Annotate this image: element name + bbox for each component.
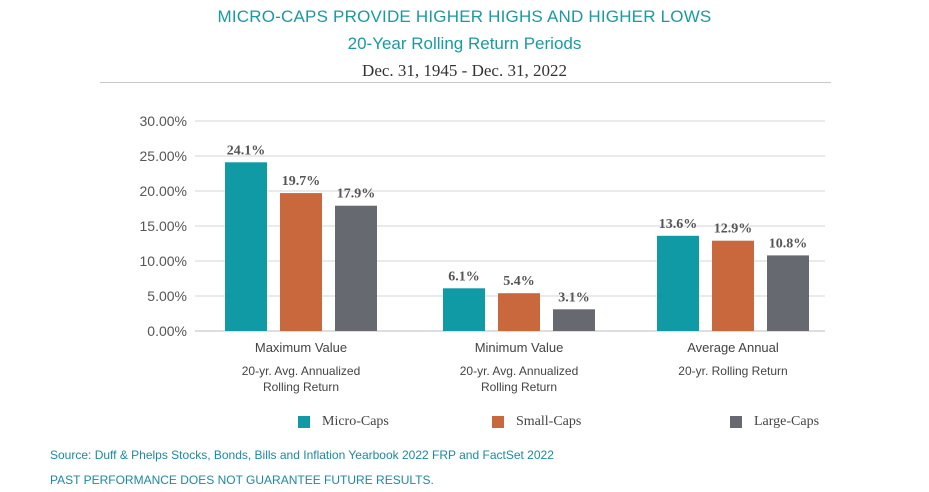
x-category-sublabel: Rolling Return xyxy=(263,380,339,394)
bar xyxy=(553,309,595,331)
bar xyxy=(280,193,322,331)
bar xyxy=(498,293,540,331)
x-category-label: Maximum Value xyxy=(255,340,347,355)
x-category-sublabel: 20-yr. Avg. Annualized xyxy=(460,364,579,378)
title-divider xyxy=(100,82,831,83)
data-label: 13.6% xyxy=(659,217,698,232)
data-label: 24.1% xyxy=(227,143,266,158)
data-label: 5.4% xyxy=(503,274,535,289)
y-tick-label: 5.00% xyxy=(147,288,187,304)
bar xyxy=(712,240,754,331)
x-category-sublabel: Rolling Return xyxy=(481,380,557,394)
data-label: 6.1% xyxy=(448,269,480,284)
x-category-sublabel: 20-yr. Avg. Annualized xyxy=(242,364,361,378)
x-category-label: Average Annual xyxy=(687,340,779,355)
x-category-sublabel: 20-yr. Rolling Return xyxy=(678,364,787,378)
bar xyxy=(335,205,377,331)
y-tick-label: 15.00% xyxy=(140,218,187,234)
legend-item-small-caps: Small-Caps xyxy=(492,413,581,431)
data-label: 3.1% xyxy=(558,290,590,305)
bar xyxy=(225,162,267,331)
data-label: 17.9% xyxy=(337,187,376,202)
y-tick-label: 10.00% xyxy=(140,253,187,269)
date-range: Dec. 31, 1945 - Dec. 31, 2022 xyxy=(362,61,567,80)
legend-label-large-caps: Large-Caps xyxy=(754,414,820,429)
bar xyxy=(767,255,809,331)
y-tick-label: 30.00% xyxy=(140,113,187,129)
data-label: 10.8% xyxy=(769,236,808,251)
legend-swatch-micro-caps xyxy=(298,416,310,428)
y-tick-label: 0.00% xyxy=(147,323,187,339)
legend-item-large-caps: Large-Caps xyxy=(730,413,819,431)
chart-subtitle: 20-Year Rolling Return Periods xyxy=(347,34,582,53)
source-note: Source: Duff & Phelps Stocks, Bonds, Bil… xyxy=(50,448,554,462)
y-tick-label: 25.00% xyxy=(140,148,187,164)
legend-item-micro-caps: Micro-Caps xyxy=(298,413,389,431)
data-label: 12.9% xyxy=(714,222,753,237)
y-tick-label: 20.00% xyxy=(140,183,187,199)
legend-label-small-caps: Small-Caps xyxy=(516,414,582,429)
legend-swatch-large-caps xyxy=(730,416,742,428)
legend-swatch-small-caps xyxy=(492,416,504,428)
bar xyxy=(657,235,699,331)
data-label: 19.7% xyxy=(282,174,321,189)
disclaimer: PAST PERFORMANCE DOES NOT GUARANTEE FUTU… xyxy=(50,473,434,487)
x-category-label: Minimum Value xyxy=(475,340,564,355)
bar xyxy=(443,288,485,331)
bar-chart: 0.00% 5.00% 10.00% 15.00% 20.00% 25.00% 30.00%… xyxy=(140,113,825,394)
legend-label-micro-caps: Micro-Caps xyxy=(322,414,389,429)
chart-title: MICRO-CAPS PROVIDE HIGHER HIGHS AND HIGH… xyxy=(217,7,712,26)
